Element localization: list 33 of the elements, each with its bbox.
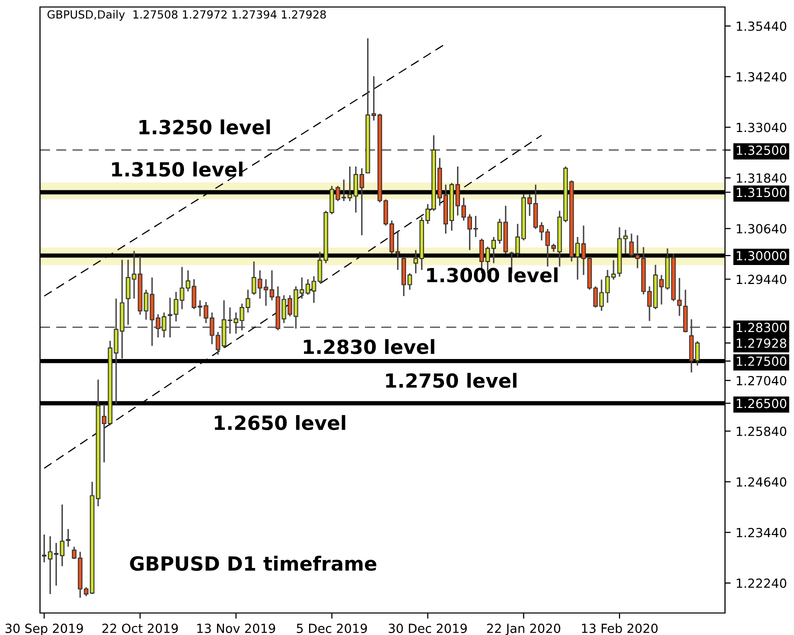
y-tick-label: 1.27928 [736, 338, 786, 348]
y-tick-label: 1.29440 [736, 274, 786, 284]
y-tick-label: 1.31840 [736, 173, 786, 183]
y-tick-label: 1.33040 [736, 122, 786, 132]
y-tick-label: 1.25840 [736, 426, 786, 436]
x-tick-label: 13 Feb 2020 [582, 623, 658, 634]
y-tick-label: 1.30640 [736, 224, 786, 234]
ref-line-label: 1.3250 level [140, 119, 270, 134]
y-tick-label: 1.28300 [736, 322, 786, 332]
y-tick-label: 1.26500 [736, 398, 786, 408]
x-tick-label: 22 Oct 2019 [102, 624, 178, 634]
y-tick-label: 1.31500 [736, 188, 786, 198]
y-tick-label: 1.35440 [736, 21, 786, 31]
y-tick-label: 1.34240 [736, 72, 786, 82]
y-tick-label: 1.30000 [736, 251, 786, 260]
candlestick [66, 528, 70, 548]
ref-line-label: 1.2830 level [304, 339, 434, 354]
y-tick-label: 1.24640 [736, 477, 786, 487]
y-tick-label: 1.27040 [736, 376, 786, 386]
chart-title: GBPUSD,Daily 1.27508 1.27972 1.27394 1.27928 [47, 10, 326, 21]
x-tick-label: 13 Nov 2019 [197, 624, 276, 634]
y-tick-label: 1.22240 [736, 578, 786, 588]
y-tick-label: 1.32500 [736, 146, 786, 155]
ref-line-label: 1.3150 level [112, 162, 242, 177]
x-tick-label: 5 Dec 2019 [296, 624, 367, 634]
ref-line-label: 1.2650 level [214, 415, 346, 430]
y-tick-label: 1.23440 [736, 528, 786, 538]
ref-line-label: 1.3000 level [427, 267, 558, 282]
x-tick-label: 30 Dec 2019 [388, 624, 467, 634]
ref-line-label: 1.2750 level [386, 372, 516, 388]
y-tick-label: 1.27500 [736, 356, 786, 366]
x-tick-label: 22 Jan 2020 [487, 624, 560, 635]
annotation: GBPUSD D1 timeframe [130, 556, 376, 571]
